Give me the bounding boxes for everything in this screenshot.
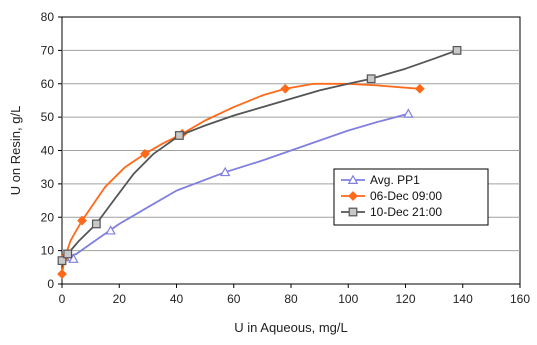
data-point-06-dec-09-00-2 xyxy=(77,215,87,226)
data-point-10-dec-21-00-4 xyxy=(366,74,376,84)
series-10-dec-21-00 xyxy=(57,45,462,266)
data-point-avg-pp1-4 xyxy=(403,108,414,118)
data-point-06-dec-09-00-5 xyxy=(280,83,291,94)
data-point-06-dec-09-00-3 xyxy=(140,148,150,159)
tick-label-x-60: 60 xyxy=(227,292,241,306)
legend-item-avg-pp1: Avg. PP1 xyxy=(341,173,420,187)
data-point-10-dec-21-00-2 xyxy=(91,219,101,229)
data-point-10-dec-21-00-3 xyxy=(174,131,184,140)
data-point-avg-pp1-2 xyxy=(105,225,116,235)
y-axis-ticks: 0 10 20 30 40 50 60 70 80 xyxy=(41,10,62,291)
tick-label-x-0: 0 xyxy=(59,292,66,306)
data-point-10-dec-21-00-0 xyxy=(57,256,67,266)
legend-box xyxy=(333,168,489,226)
tick-label-x-100: 100 xyxy=(338,292,358,306)
legend-item-10-dec-21-00: 10-Dec 21:00 xyxy=(341,205,442,219)
series-layer xyxy=(57,45,462,279)
data-point-06-dec-09-00-6 xyxy=(414,83,425,94)
legend-label-06-dec-09-00: 06-Dec 09:00 xyxy=(370,189,442,203)
tick-label-x-80: 80 xyxy=(284,292,298,306)
tick-label-y-10: 10 xyxy=(41,244,55,258)
legend-label-avg-pp1: Avg. PP1 xyxy=(370,173,420,187)
tick-label-y-80: 80 xyxy=(41,10,55,24)
tick-label-y-70: 70 xyxy=(41,43,55,57)
x-axis-label: U in Aqueous, mg/L xyxy=(234,320,347,335)
tick-label-y-20: 20 xyxy=(41,210,55,224)
tick-label-x-160: 160 xyxy=(510,292,530,306)
legend-marker-06-dec-09-00 xyxy=(348,191,358,201)
tick-label-x-140: 140 xyxy=(453,292,473,306)
legend-marker-avg-pp1 xyxy=(347,174,359,184)
tick-label-y-50: 50 xyxy=(41,110,55,124)
tick-label-x-20: 20 xyxy=(113,292,127,306)
data-point-06-dec-09-00-0 xyxy=(57,269,67,279)
data-point-10-dec-21-00-5 xyxy=(452,45,462,55)
x-axis-ticks: 0 20 40 60 80 100 120 140 160 xyxy=(59,284,530,306)
tick-label-x-120: 120 xyxy=(395,292,415,306)
data-point-10-dec-21-00-1 xyxy=(63,249,73,259)
tick-label-y-0: 0 xyxy=(47,277,54,291)
data-point-avg-pp1-3 xyxy=(219,166,231,177)
legend-label-10-dec-21-00: 10-Dec 21:00 xyxy=(370,205,442,219)
tick-label-y-30: 30 xyxy=(41,177,55,191)
data-point-avg-pp1-1 xyxy=(68,253,79,263)
legend: Avg. PP1 06-Dec 09:00 10-Dec 21:00 xyxy=(333,168,489,226)
legend-item-06-dec-09-00: 06-Dec 09:00 xyxy=(341,189,442,203)
tick-label-y-40: 40 xyxy=(41,144,55,158)
tick-label-y-60: 60 xyxy=(41,77,55,91)
tick-label-x-40: 40 xyxy=(170,292,184,306)
legend-items: Avg. PP1 06-Dec 09:00 10-Dec 21:00 xyxy=(341,173,442,219)
legend-marker-10-dec-21-00 xyxy=(348,207,358,217)
y-axis-label: U on Resin, g/L xyxy=(8,106,23,196)
